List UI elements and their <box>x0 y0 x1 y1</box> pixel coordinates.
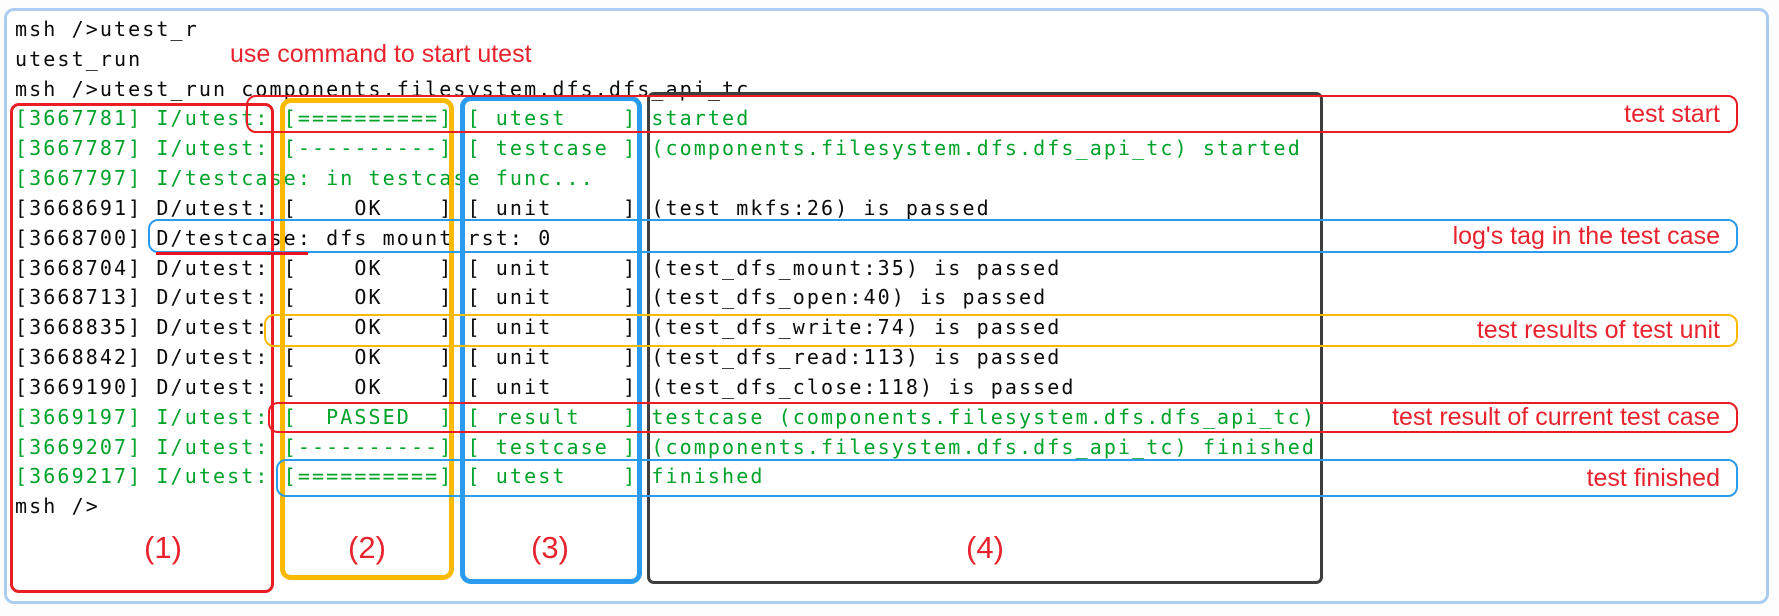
terminal-line: [3669197] I/utest: [ PASSED ] [ result ]… <box>15 404 1316 429</box>
column-number-2: (2) <box>348 530 386 565</box>
column-number-4: (4) <box>966 530 1004 565</box>
callout-test-start: test start <box>246 95 1738 133</box>
callout-test-start-label: test start <box>1624 99 1720 128</box>
terminal-line: utest_run <box>15 46 143 71</box>
terminal-line: [3668713] D/utest: [ OK ] [ unit ] (test… <box>15 285 1048 310</box>
terminal-line: [3668704] D/utest: [ OK ] [ unit ] (test… <box>15 255 1062 280</box>
callout-testcase-result: test result of current test case <box>268 402 1738 433</box>
terminal-line: [3668700] D/testcase: dfs mount rst: 0 <box>15 225 553 250</box>
terminal-line: [3669217] I/utest: [==========] [ utest … <box>15 464 765 489</box>
column-box-stage <box>460 96 642 584</box>
terminal-line: [3667797] I/testcase: in testcase func..… <box>15 166 595 191</box>
console-panel <box>4 8 1769 604</box>
callout-testcase-result-label: test result of current test case <box>1392 403 1720 431</box>
callout-unit-results-label: test results of test unit <box>1476 316 1720 344</box>
column-number-3: (3) <box>531 530 569 565</box>
callout-test-finished: test finished <box>276 459 1738 497</box>
callout-log-tag-label: log's tag in the test case <box>1452 221 1720 250</box>
column-box-timestamp-tag <box>10 103 274 593</box>
terminal-line: [3667781] I/utest: [==========] [ utest … <box>15 106 751 131</box>
terminal-line: [3667787] I/utest: [----------] [ testca… <box>15 136 1302 161</box>
column-box-status <box>280 98 454 580</box>
terminal-line: [3668842] D/utest: [ OK ] [ unit ] (test… <box>15 345 1062 370</box>
terminal-output[interactable]: msh />utest_r utest_run msh />utest_run co… <box>15 15 1316 522</box>
callout-log-tag: log's tag in the test case <box>148 219 1738 253</box>
terminal-line: [3668835] D/utest: [ OK ] [ unit ] (test… <box>15 315 1062 340</box>
column-box-message <box>647 92 1323 584</box>
terminal-line: msh />utest_r <box>15 17 199 41</box>
annotation-use-command-note: use command to start utest <box>230 40 532 68</box>
terminal-line: [3669190] D/utest: [ OK ] [ unit ] (test… <box>15 374 1076 399</box>
column-number-1: (1) <box>144 530 182 565</box>
callout-test-finished-label: test finished <box>1586 463 1720 492</box>
terminal-line: [3668691] D/utest: [ OK ] [ unit ] (test… <box>15 195 991 220</box>
terminal-line: msh /> <box>15 494 100 519</box>
tag-underline <box>156 252 308 255</box>
callout-unit-results: test results of test unit <box>264 314 1738 347</box>
terminal-line: [3669207] I/utest: [----------] [ testca… <box>15 434 1316 459</box>
